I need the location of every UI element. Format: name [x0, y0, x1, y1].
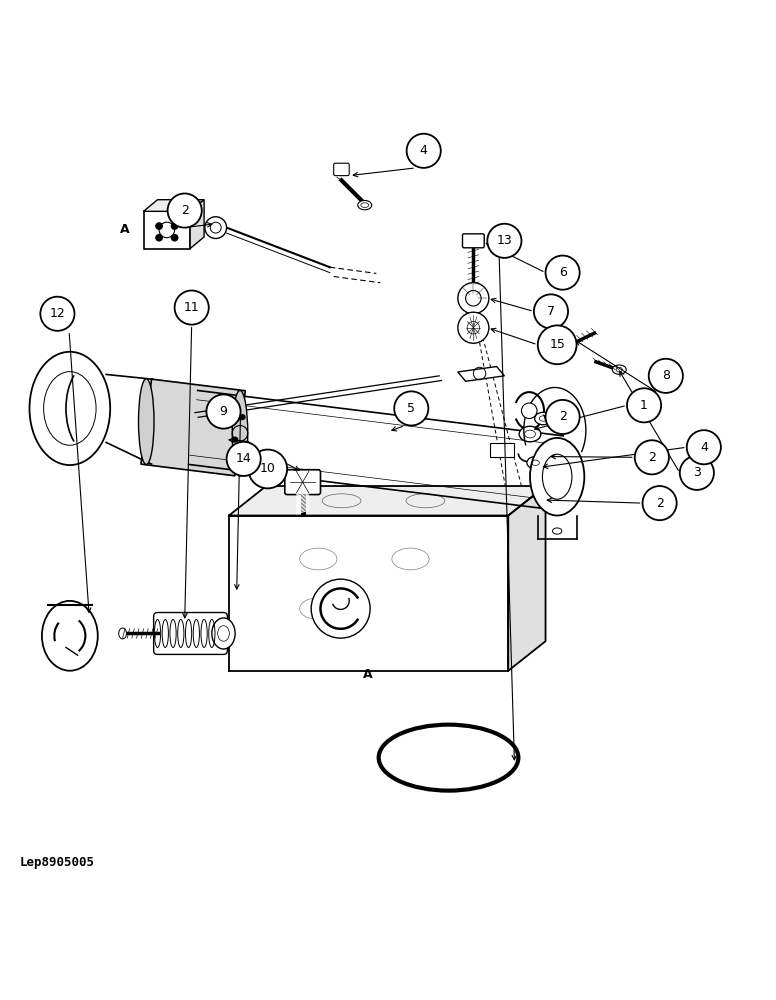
Ellipse shape [542, 454, 572, 499]
Circle shape [538, 325, 577, 364]
Ellipse shape [212, 618, 235, 649]
Circle shape [155, 234, 163, 242]
FancyBboxPatch shape [334, 163, 349, 176]
Circle shape [487, 224, 521, 258]
Text: A: A [363, 668, 372, 681]
Text: 2: 2 [656, 497, 663, 510]
Circle shape [521, 403, 537, 419]
Circle shape [234, 416, 240, 422]
Text: Lep8905005: Lep8905005 [19, 856, 95, 869]
Circle shape [248, 450, 287, 488]
Ellipse shape [358, 200, 372, 210]
Polygon shape [229, 486, 546, 516]
Ellipse shape [232, 390, 248, 476]
Text: 4: 4 [700, 441, 708, 454]
Text: 4: 4 [420, 144, 428, 157]
Circle shape [394, 391, 428, 426]
Circle shape [555, 335, 575, 355]
Circle shape [458, 283, 489, 314]
Ellipse shape [612, 365, 626, 374]
Bar [490, 443, 514, 457]
Circle shape [232, 437, 238, 443]
Text: A: A [120, 223, 130, 236]
Circle shape [168, 193, 202, 228]
Circle shape [171, 222, 178, 230]
FancyBboxPatch shape [285, 470, 320, 495]
Polygon shape [189, 390, 563, 510]
Text: 10: 10 [260, 462, 275, 475]
Ellipse shape [29, 352, 110, 465]
Circle shape [240, 414, 246, 420]
Text: 2: 2 [559, 410, 566, 423]
Ellipse shape [379, 725, 518, 791]
Polygon shape [458, 367, 504, 381]
Text: 2: 2 [648, 451, 656, 464]
Circle shape [241, 442, 247, 448]
Ellipse shape [519, 426, 541, 442]
Circle shape [206, 394, 241, 429]
Circle shape [311, 579, 370, 638]
Polygon shape [144, 211, 190, 249]
Polygon shape [229, 516, 508, 671]
Circle shape [175, 290, 209, 325]
Text: 14: 14 [236, 452, 251, 465]
Circle shape [171, 234, 178, 242]
Text: 1: 1 [640, 399, 648, 412]
Circle shape [40, 297, 74, 331]
FancyBboxPatch shape [154, 613, 227, 654]
Text: 5: 5 [407, 402, 415, 415]
Text: 7: 7 [547, 305, 555, 318]
Circle shape [627, 388, 661, 422]
Circle shape [236, 449, 242, 455]
Polygon shape [141, 379, 245, 476]
Text: 6: 6 [559, 266, 566, 279]
Ellipse shape [553, 528, 562, 534]
Circle shape [546, 400, 580, 434]
Text: 9: 9 [220, 405, 227, 418]
Text: 11: 11 [184, 301, 199, 314]
Circle shape [227, 442, 261, 476]
Text: 13: 13 [497, 234, 512, 247]
Circle shape [643, 486, 677, 520]
Ellipse shape [119, 628, 126, 639]
Text: 2: 2 [181, 204, 189, 217]
Ellipse shape [535, 412, 552, 425]
Circle shape [680, 456, 714, 490]
Circle shape [546, 256, 580, 290]
Circle shape [155, 222, 163, 230]
Text: 15: 15 [549, 338, 565, 351]
Circle shape [687, 430, 721, 464]
Ellipse shape [527, 457, 544, 469]
Text: 12: 12 [50, 307, 65, 320]
Ellipse shape [138, 379, 154, 464]
Circle shape [635, 440, 669, 474]
Circle shape [458, 312, 489, 343]
FancyBboxPatch shape [462, 234, 484, 248]
Ellipse shape [42, 601, 98, 671]
Circle shape [534, 294, 568, 329]
Text: 3: 3 [693, 466, 701, 479]
Circle shape [649, 359, 683, 393]
Text: 8: 8 [662, 369, 670, 382]
Polygon shape [508, 486, 546, 671]
Circle shape [407, 134, 441, 168]
Polygon shape [190, 200, 204, 249]
Polygon shape [144, 200, 204, 211]
Ellipse shape [530, 438, 584, 516]
Circle shape [205, 217, 227, 238]
